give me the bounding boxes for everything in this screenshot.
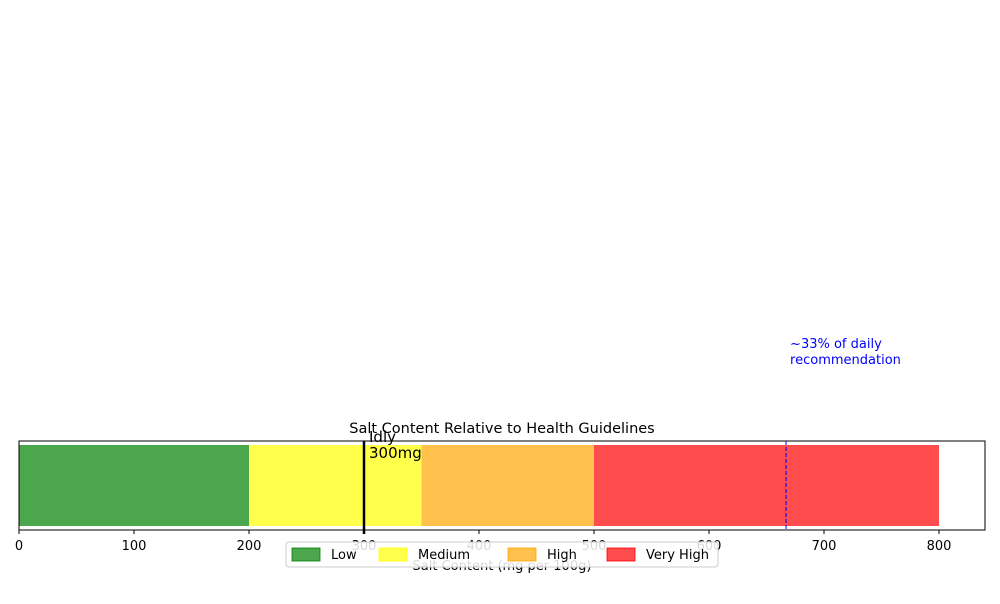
x-tick-label: 800 xyxy=(927,539,952,554)
marker-label-value: 300mg xyxy=(369,444,422,462)
legend-label-medium: Medium xyxy=(418,548,470,563)
x-tick-label: 100 xyxy=(122,539,147,554)
chart-title: Salt Content Relative to Health Guidelin… xyxy=(349,421,654,437)
band-high xyxy=(421,445,594,526)
legend-swatch-very-high xyxy=(606,547,636,562)
legend: Low Medium High Very High xyxy=(285,541,719,568)
legend-label-high: High xyxy=(547,548,577,563)
x-tick-label: 200 xyxy=(237,539,262,554)
legend-swatch-medium xyxy=(378,547,408,562)
legend-swatch-low xyxy=(291,547,321,562)
band-very-high xyxy=(594,445,939,526)
legend-label-low: Low xyxy=(331,548,357,563)
x-tick-label: 700 xyxy=(812,539,837,554)
legend-label-very-high: Very High xyxy=(646,548,709,563)
axes-frame xyxy=(18,440,986,531)
band-low xyxy=(19,445,249,526)
x-tick-label: 0 xyxy=(15,539,23,554)
legend-swatch-high xyxy=(507,547,537,562)
reference-label-line: ~33% of daily xyxy=(790,337,882,352)
band-medium xyxy=(249,445,422,526)
bands-layer xyxy=(19,445,939,526)
reference-label-line: recommendation xyxy=(790,353,901,368)
